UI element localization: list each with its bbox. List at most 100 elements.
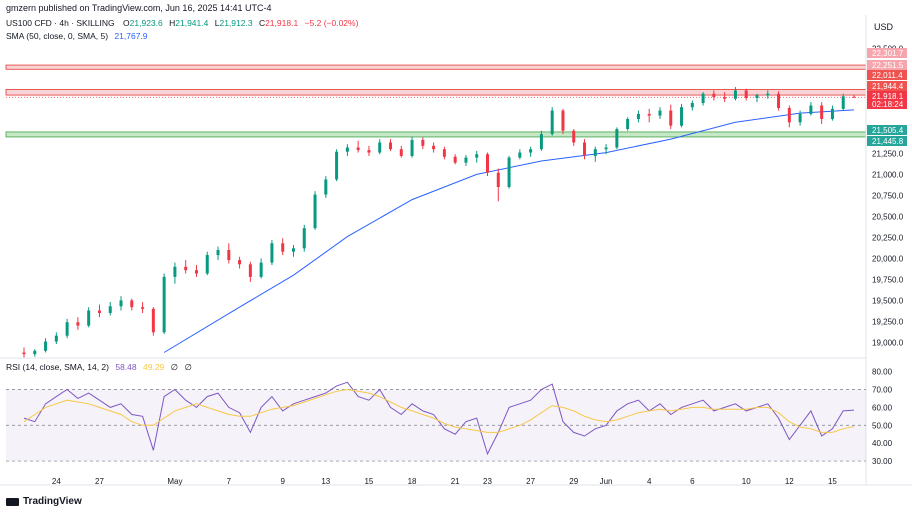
price-tag-box <box>867 91 907 101</box>
candle-body <box>486 154 490 173</box>
candle-body <box>87 310 91 326</box>
currency-label[interactable]: USD <box>874 22 894 32</box>
time-tick-label: 18 <box>408 477 417 486</box>
rsi-label: RSI (14, close, SMA, 14, 2) <box>6 362 109 372</box>
rsi-tick-label: 60.00 <box>872 403 893 412</box>
candle-body <box>194 270 198 274</box>
price-tick-label: 19,000.0 <box>872 338 904 347</box>
candle-body <box>162 276 166 333</box>
candle-body <box>690 103 694 108</box>
rsi-tick-label: 70.00 <box>872 385 893 394</box>
candle-body <box>647 113 651 116</box>
price-tag-label: 22,011.4 <box>872 71 903 80</box>
price-tick-label: 21,000.0 <box>872 170 904 179</box>
candle-body <box>658 110 662 116</box>
zone-support <box>5 131 867 138</box>
price-tick-label: 19,750.0 <box>872 275 904 284</box>
time-tick-label: 24 <box>52 477 61 486</box>
price-tag-box <box>867 99 907 109</box>
rsi-ma-value: 49.29 <box>143 362 165 372</box>
time-tick-label: 29 <box>569 477 578 486</box>
rsi-tick-label: 80.00 <box>872 368 893 377</box>
candle-body <box>313 194 317 229</box>
time-tick-label: 15 <box>364 477 373 486</box>
candle-body <box>291 248 295 252</box>
candle-body <box>108 306 112 313</box>
tradingview-logo-text: TradingView <box>23 496 82 507</box>
candle-body <box>701 93 705 103</box>
candle-body <box>270 243 274 263</box>
price-tag-label: 21,944.4 <box>872 82 904 91</box>
candle-body <box>324 179 328 195</box>
ohlc-legend: US100 CFD · 4h · SKILLING O21,923.6 H21,… <box>6 18 358 28</box>
candle-body <box>712 93 716 98</box>
time-tick-label: 9 <box>280 477 285 486</box>
symbol-label[interactable]: US100 CFD · 4h · SKILLING <box>6 18 115 28</box>
tradingview-logo[interactable]: TradingView <box>6 496 82 507</box>
price-tag-box <box>867 136 907 146</box>
sma-label: SMA (50, close, 0, SMA, 5) <box>6 31 109 41</box>
time-tick-label: 21 <box>451 477 460 486</box>
publisher-line: gmzern published on TradingView.com, Jun… <box>6 3 272 13</box>
candle-body <box>744 90 748 98</box>
candle-body <box>151 308 155 333</box>
high-label: H <box>169 18 176 28</box>
time-tick-label: Jun <box>600 477 613 486</box>
time-tick-label: 27 <box>526 477 535 486</box>
candle-body <box>227 250 231 261</box>
candle-body <box>33 350 37 355</box>
candle-body <box>76 322 80 326</box>
candle-body <box>583 142 587 156</box>
time-tick-label: 4 <box>647 477 652 486</box>
rsi-extra-1: ∅ <box>170 362 179 372</box>
time-tick-label: May <box>167 477 182 486</box>
price-tag-box <box>867 125 907 135</box>
price-tick-label: 20,500.0 <box>872 212 904 221</box>
candle-body <box>248 264 252 277</box>
candle-body <box>787 108 791 123</box>
candle-body <box>335 151 339 180</box>
candle-body <box>464 157 468 163</box>
candle-body <box>432 145 436 150</box>
time-tick-label: 23 <box>483 477 492 486</box>
open-value: 21,923.6 <box>129 18 163 28</box>
price-tag-label: 02:18:24 <box>872 100 904 109</box>
candle-body <box>809 105 813 114</box>
candle-body <box>626 118 630 130</box>
candle-body <box>593 149 597 156</box>
candle-body <box>421 139 425 146</box>
candle-body <box>44 341 48 351</box>
candle-body <box>561 110 565 131</box>
candle-body <box>798 113 802 123</box>
candle-body <box>141 307 145 309</box>
candle-body <box>302 228 306 249</box>
candle-body <box>518 152 522 158</box>
price-tag-label: 21,918.1 <box>872 92 904 101</box>
rsi-line <box>23 381 855 456</box>
price-tag-box <box>867 70 907 80</box>
time-tick-label: 6 <box>690 477 695 486</box>
candle-body <box>356 147 360 151</box>
candle-body <box>507 157 511 187</box>
zone-resistance <box>5 64 867 70</box>
change-value: −5.2 (−0.02%) <box>304 18 359 28</box>
zone-resistance-line <box>5 89 867 96</box>
candle-body <box>399 149 403 156</box>
rsi-legend[interactable]: RSI (14, close, SMA, 14, 2) 58.48 49.29 … <box>6 362 192 373</box>
candle-body <box>723 97 727 99</box>
candle-body <box>550 110 554 135</box>
open-label: O <box>123 18 130 28</box>
candle-body <box>539 134 543 150</box>
candle-body <box>680 107 684 126</box>
candle-body <box>755 95 759 98</box>
price-tick-label: 20,000.0 <box>872 254 904 263</box>
sma-line <box>163 109 855 353</box>
price-tag-box <box>867 60 907 70</box>
time-tick-label: 7 <box>227 477 232 486</box>
sma-legend[interactable]: SMA (50, close, 0, SMA, 5) 21,767.9 <box>6 31 148 41</box>
candle-body <box>378 142 382 153</box>
candle-body <box>453 156 457 163</box>
candle-body <box>119 300 123 307</box>
candle-body <box>777 93 781 109</box>
